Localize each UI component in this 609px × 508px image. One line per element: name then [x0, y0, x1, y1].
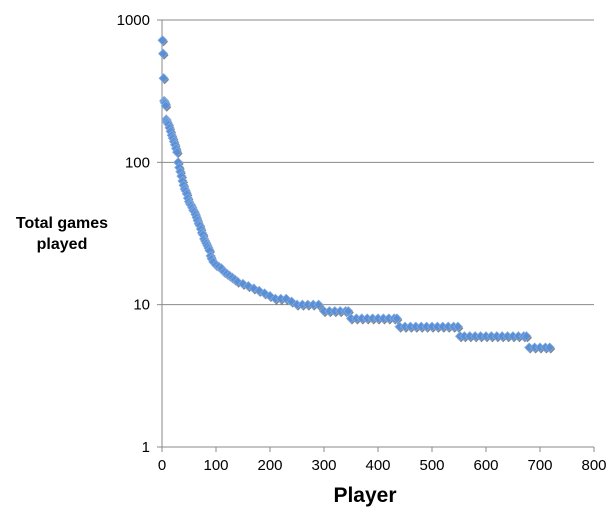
- data-point: [157, 35, 169, 47]
- data-point-marker: [160, 100, 171, 111]
- data-point-marker: [521, 331, 532, 342]
- data-point-marker: [237, 278, 249, 289]
- data-point-marker: [158, 73, 169, 84]
- x-tick-label: 500: [419, 457, 444, 474]
- data-point-marker: [172, 147, 183, 158]
- data-point-marker: [313, 299, 324, 310]
- data-point: [172, 147, 183, 159]
- data-point: [544, 342, 556, 354]
- data-points: [157, 35, 556, 354]
- data-point-marker: [259, 288, 270, 299]
- data-point-marker: [452, 321, 463, 332]
- grid-lines: [162, 19, 594, 306]
- y-tick-label: 100: [125, 154, 150, 171]
- y-tick-labels: 1 10 100 1000: [117, 12, 150, 456]
- x-tick-label: 400: [365, 457, 390, 474]
- x-tick-label: 300: [311, 457, 336, 474]
- y-tick-label: 10: [133, 297, 150, 314]
- data-point-marker: [157, 35, 168, 46]
- x-tick-labels: 0 100 200 300 400 500 600 700 800: [158, 457, 607, 474]
- x-tick-label: 800: [581, 457, 606, 474]
- data-point: [158, 73, 170, 85]
- y-axis-title: Total games played: [15, 215, 109, 253]
- data-point: [521, 331, 532, 343]
- data-point: [345, 313, 357, 325]
- x-axis-title: Player: [333, 484, 397, 507]
- y-tick-label: 1: [142, 439, 150, 456]
- data-point-marker: [158, 48, 169, 59]
- x-tick-label: 600: [473, 457, 498, 474]
- data-point: [160, 100, 172, 112]
- data-point-marker: [286, 296, 297, 307]
- data-point-marker: [248, 283, 259, 294]
- x-tick-label: 200: [257, 457, 282, 474]
- data-point-marker: [544, 342, 555, 353]
- x-tick-label: 700: [527, 457, 552, 474]
- data-point: [452, 321, 464, 333]
- data-point-marker: [391, 313, 402, 324]
- data-point-marker: [343, 306, 354, 317]
- data-point: [158, 48, 169, 60]
- x-tick-label: 0: [158, 457, 166, 474]
- axes: [157, 19, 595, 452]
- x-tick-label: 100: [203, 457, 228, 474]
- data-point-marker: [232, 276, 243, 287]
- data-point-marker: [243, 281, 254, 292]
- y-tick-label: 1000: [117, 12, 150, 29]
